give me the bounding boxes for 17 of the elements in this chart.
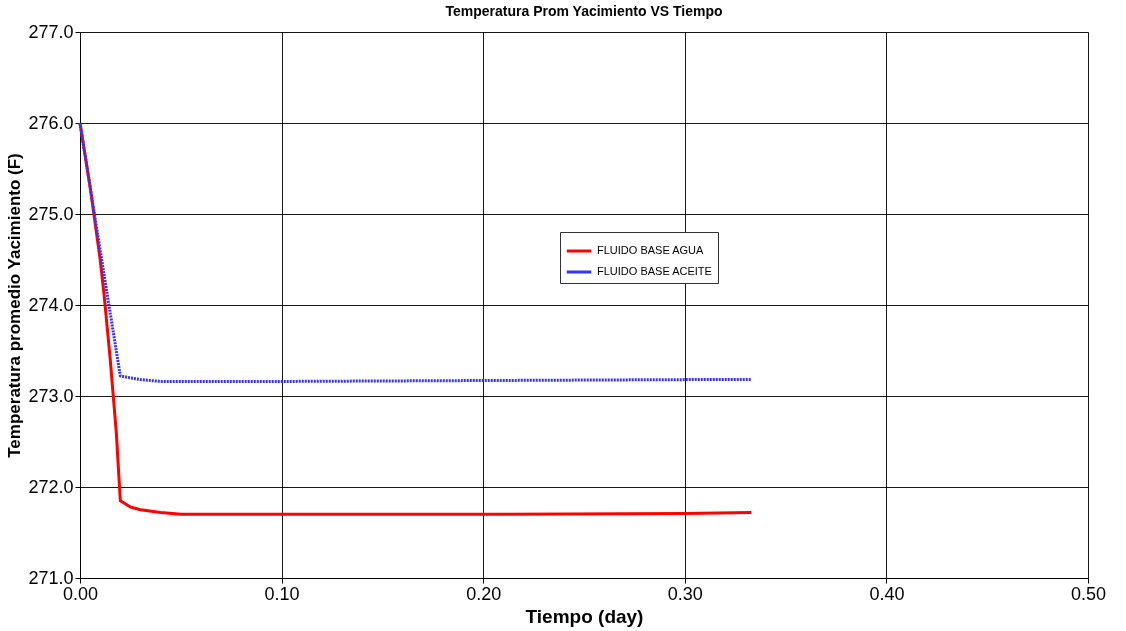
- x-tick-label: 0.20: [466, 583, 502, 604]
- chart-title: Temperatura Prom Yacimiento VS Tiempo: [445, 3, 723, 19]
- y-tick-label: 276.0: [28, 112, 74, 133]
- y-axis-title: Temperatura promedio Yacimiento (F): [5, 153, 25, 458]
- legend-label: FLUIDO BASE ACEITE: [597, 265, 712, 277]
- x-tick-label: 0.10: [264, 583, 300, 604]
- y-tick-label: 275.0: [28, 203, 74, 224]
- line-series: [78, 121, 753, 383]
- y-tick-label: 277.0: [28, 21, 74, 42]
- x-tick-label: 0.50: [1070, 583, 1107, 604]
- y-tick-label: 274.0: [28, 294, 74, 315]
- y-tick-label: 272.0: [28, 476, 74, 497]
- x-tick-label: 0.40: [869, 583, 905, 604]
- y-tick-label: 273.0: [28, 385, 74, 406]
- x-tick-label: 0.30: [667, 583, 703, 604]
- legend-label: FLUIDO BASE AGUA: [597, 244, 705, 256]
- x-axis-title: Tiempo (day): [525, 605, 644, 627]
